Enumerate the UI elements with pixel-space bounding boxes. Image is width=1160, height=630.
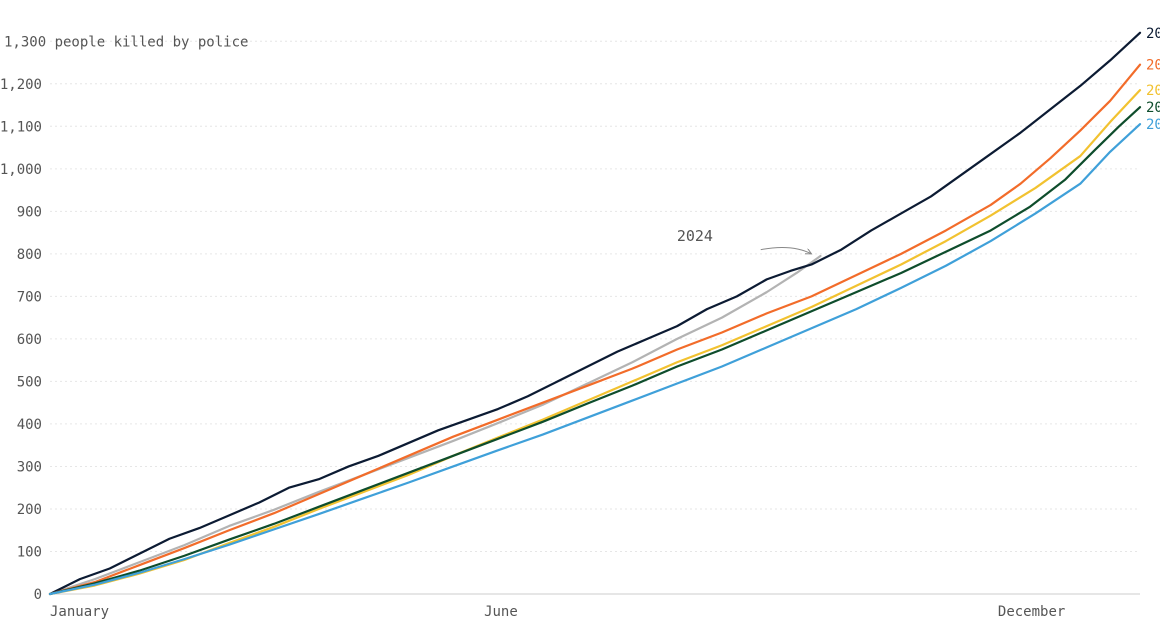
annotation-label: 2024 [677, 227, 713, 245]
y-tick-label: 500 [17, 374, 42, 390]
series-end-label-2020: 20 [1146, 100, 1160, 116]
y-tick-label: 1,300 people killed by police [4, 34, 248, 50]
chart-container: 0 100 200 300 400 500 600 700 800 900 1,000 1,100 1,… [0, 0, 1160, 630]
series-line-2024 [50, 256, 820, 594]
series-line-2019 [50, 124, 1140, 594]
y-tick-label: 1,200 [0, 77, 42, 93]
series-end-label-2021: 20 [1146, 83, 1160, 99]
series-line-2021 [50, 90, 1140, 594]
y-tick-label: 1,000 [0, 162, 42, 178]
y-tick-label: 700 [17, 289, 42, 305]
series-end-label-2022: 20 [1146, 58, 1160, 74]
y-tick-label: 300 [17, 459, 42, 475]
y-tick-label: 1,100 [0, 119, 42, 135]
y-tick-label: 200 [17, 502, 42, 518]
y-tick-label: 0 [34, 587, 42, 603]
series-line-2023 [50, 33, 1140, 594]
y-tick-label: 600 [17, 332, 42, 348]
x-tick-label: June [484, 604, 518, 620]
series-line-2022 [50, 65, 1140, 594]
line-chart: 0 100 200 300 400 500 600 700 800 900 1,000 1,100 1,… [0, 0, 1160, 630]
x-tick-label: January [50, 604, 109, 620]
annotation-arrow [761, 247, 812, 253]
y-tick-label: 400 [17, 417, 42, 433]
series-end-label-2023: 20 [1146, 26, 1160, 42]
y-tick-label: 100 [17, 544, 42, 560]
y-tick-label: 900 [17, 204, 42, 220]
y-tick-label: 800 [17, 247, 42, 263]
x-tick-label: December [998, 604, 1065, 620]
series-end-label-2019: 20 [1146, 117, 1160, 133]
